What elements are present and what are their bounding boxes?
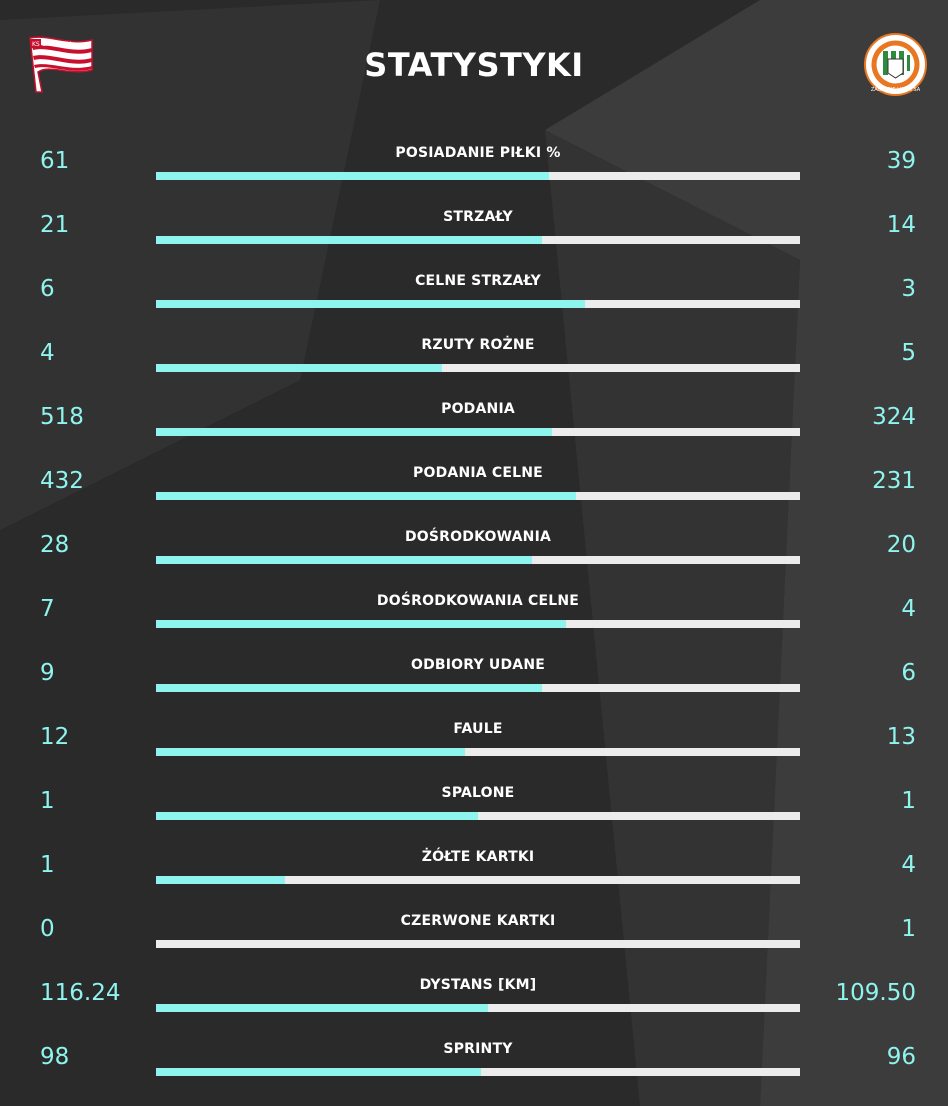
stat-row: 12 FAULE 13 [0,704,948,768]
home-share-fill [156,812,478,820]
home-value: 4 [40,340,55,366]
comparison-bar [156,492,800,500]
comparison-bar [156,620,800,628]
home-value: 1 [40,852,55,878]
away-value: 14 [886,212,916,238]
stats-list: 61 POSIADANIE PIŁKI % 39 21 STRZAŁY 14 6 CELNE … [0,128,948,1088]
away-value: 5 [901,340,916,366]
comparison-bar [156,876,800,884]
home-value: 28 [40,532,70,558]
stat-label: ODBIORY UDANE [410,657,546,673]
stat-label: SPRINTY [443,1041,513,1057]
home-share-fill [156,492,576,500]
home-share-fill [156,1068,482,1076]
comparison-bar [156,940,800,948]
stat-row: 9 ODBIORY UDANE 6 [0,640,948,704]
stat-label: ŻÓŁTE KARTKI [421,849,535,865]
home-value: 61 [40,148,70,174]
cracovia-crest-text: KS CRACOVIA [32,41,73,48]
away-value: 324 [872,404,916,430]
comparison-bar [156,428,800,436]
stat-label: CZERWONE KARTKI [400,913,556,929]
home-value: 432 [40,468,84,494]
stat-row: 6 CELNE STRZAŁY 3 [0,256,948,320]
stat-label: SPALONE [441,785,515,801]
stat-row: 1 SPALONE 1 [0,768,948,832]
away-value: 231 [872,468,916,494]
comparison-bar [156,300,800,308]
stat-row: 432 PODANIA CELNE 231 [0,448,948,512]
away-value: 4 [901,852,916,878]
home-value: 9 [40,660,55,686]
away-value: 96 [886,1044,916,1070]
stat-label: DOŚRODKOWANIA [404,529,552,545]
stat-label: CELNE STRZAŁY [415,273,541,289]
home-share-fill [156,748,466,756]
header: KS CRACOVIA STATYSTYKI ZAGŁĘBIE LUBIN SA [0,0,948,130]
stat-row: 98 SPRINTY 96 [0,1024,948,1088]
home-share-fill [156,556,532,564]
stat-label: DOŚRODKOWANIA CELNE [376,593,580,609]
home-value: 21 [40,212,70,238]
stat-row: 518 PODANIA 324 [0,384,948,448]
stat-row: 116.24 DYSTANS [KM] 109.50 [0,960,948,1024]
away-value: 20 [886,532,916,558]
away-value: 3 [901,276,916,302]
comparison-bar [156,236,800,244]
comparison-bar [156,1068,800,1076]
page-title: STATYSTYKI [364,46,584,84]
home-value: 7 [40,596,55,622]
away-value: 1 [901,788,916,814]
home-share-fill [156,172,549,180]
home-share-fill [156,1004,488,1012]
stat-label: PODANIA [441,401,515,417]
stat-row: 28 DOŚRODKOWANIA 20 [0,512,948,576]
home-value: 1 [40,788,55,814]
stat-row: 61 POSIADANIE PIŁKI % 39 [0,128,948,192]
home-share-fill [156,684,543,692]
away-value: 39 [886,148,916,174]
stat-label: DYSTANS [KM] [419,977,537,993]
home-value: 116.24 [40,980,121,1006]
comparison-bar [156,1004,800,1012]
stat-row: 1 ŻÓŁTE KARTKI 4 [0,832,948,896]
stat-row: 21 STRZAŁY 14 [0,192,948,256]
stat-row: 7 DOŚRODKOWANIA CELNE 4 [0,576,948,640]
home-share-fill [156,300,586,308]
away-value: 1 [901,916,916,942]
stat-label: FAULE [453,721,503,737]
comparison-bar [156,812,800,820]
away-value: 6 [901,660,916,686]
stat-label: STRZAŁY [443,209,513,225]
home-share-fill [156,876,285,884]
away-value: 4 [901,596,916,622]
stat-row: 0 CZERWONE KARTKI 1 [0,896,948,960]
stat-label: POSIADANIE PIŁKI % [395,145,561,161]
comparison-bar [156,364,800,372]
comparison-bar [156,684,800,692]
home-share-fill [156,364,443,372]
away-value: 13 [886,724,916,750]
home-share-fill [156,428,553,436]
home-share-fill [156,620,566,628]
cracovia-crest-icon: KS CRACOVIA [29,36,93,93]
stat-row: 4 RZUTY ROŻNE 5 [0,320,948,384]
comparison-bar [156,172,800,180]
home-value: 98 [40,1044,70,1070]
home-value: 12 [40,724,70,750]
home-share-fill [156,236,543,244]
zaglebie-lubin-crest-icon: ZAGŁĘBIE LUBIN SA [864,33,927,96]
comparison-bar [156,556,800,564]
home-value: 518 [40,404,84,430]
stat-label: RZUTY ROŻNE [421,337,535,353]
zaglebie-crest-text: ZAGŁĘBIE LUBIN SA [871,87,921,93]
comparison-bar [156,748,800,756]
stat-label: PODANIA CELNE [413,465,543,481]
home-value: 0 [40,916,55,942]
home-value: 6 [40,276,55,302]
away-value: 109.50 [835,980,916,1006]
